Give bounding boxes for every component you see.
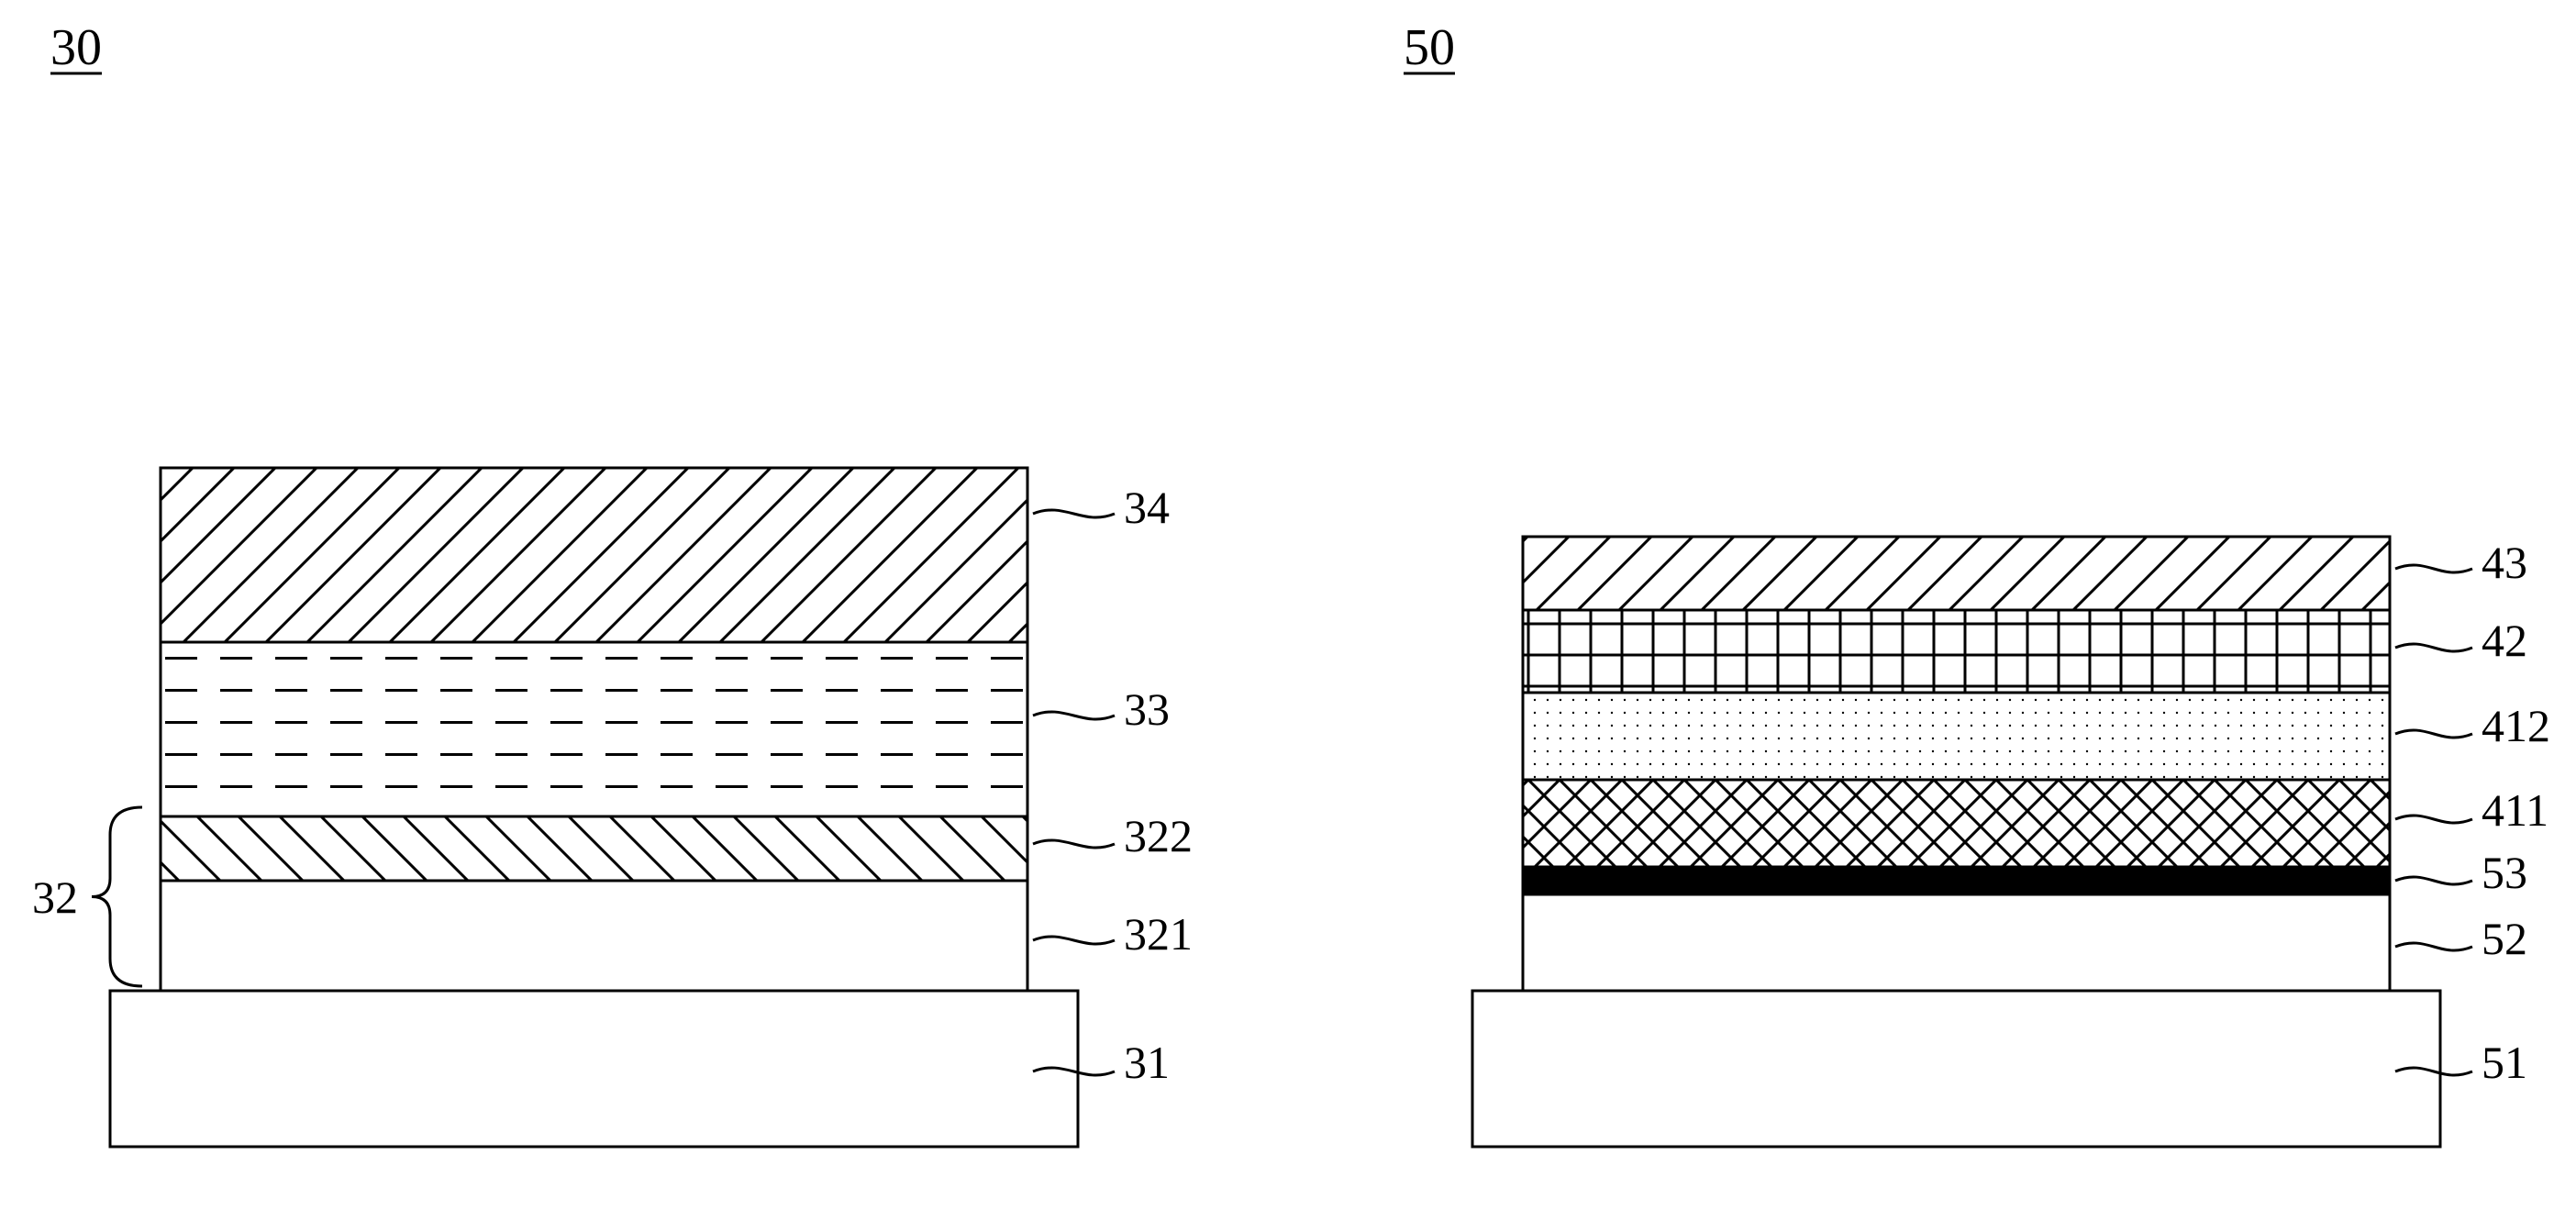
figure-title: 30 <box>50 19 102 76</box>
leader-line <box>1033 840 1115 848</box>
layer-53 <box>1523 867 2390 894</box>
layer-label: 33 <box>1124 683 1170 735</box>
layer-321 <box>161 881 1027 991</box>
leader-line <box>2395 816 2472 823</box>
layer-411 <box>1523 780 2390 867</box>
layer-52 <box>1523 894 2390 991</box>
layer-42 <box>1523 610 2390 693</box>
leader-line <box>1033 510 1115 517</box>
leader-line <box>2395 877 2472 884</box>
leader-line <box>2395 943 2472 950</box>
layer-label: 43 <box>2482 537 2527 588</box>
leader-line <box>2395 565 2472 572</box>
leader-line <box>2395 644 2472 651</box>
layer-412 <box>1523 693 2390 780</box>
layer-label: 34 <box>1124 482 1170 533</box>
figure: 30 34 33 322 321 31 32 <box>32 19 1193 1147</box>
layer-label: 42 <box>2482 615 2527 666</box>
group-label: 32 <box>32 871 78 923</box>
layer-34 <box>161 468 1027 642</box>
layer-31 <box>110 991 1078 1147</box>
layer-label: 31 <box>1124 1037 1170 1088</box>
leader-line <box>1033 937 1115 944</box>
layer-label: 52 <box>2482 913 2527 964</box>
leader-line <box>1033 712 1115 719</box>
figure: 50 43 42 412 411 53 52 51 <box>1404 19 2550 1147</box>
layer-43 <box>1523 537 2390 610</box>
group-bracket <box>92 807 142 986</box>
layer-label: 412 <box>2482 700 2550 751</box>
layer-label: 411 <box>2482 784 2548 836</box>
layer-33 <box>161 642 1027 816</box>
layer-51 <box>1472 991 2440 1147</box>
layer-label: 53 <box>2482 847 2527 898</box>
layer-label: 322 <box>1124 810 1193 861</box>
layer-322 <box>161 816 1027 881</box>
figure-title: 50 <box>1404 19 1455 76</box>
layer-label: 321 <box>1124 908 1193 960</box>
leader-line <box>2395 730 2472 738</box>
layer-label: 51 <box>2482 1037 2527 1088</box>
